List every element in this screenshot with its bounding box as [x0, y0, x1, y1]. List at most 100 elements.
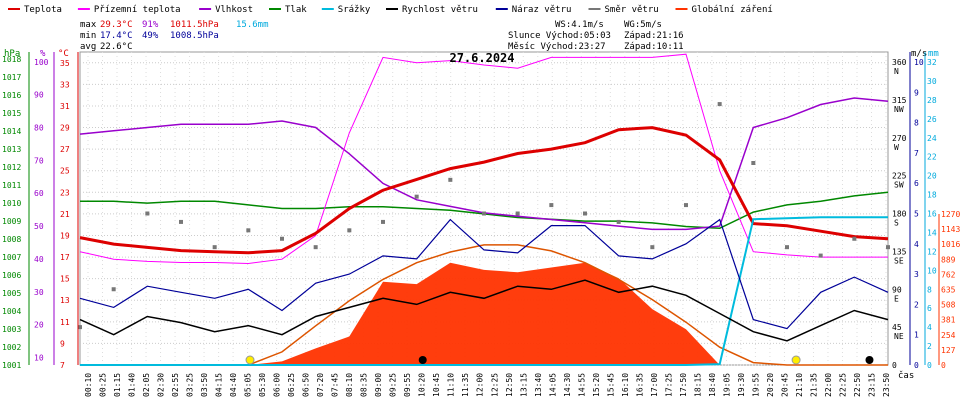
rain-tick-label: 10: [927, 266, 937, 275]
rain-tick-label: 8: [927, 285, 932, 294]
temp-tick-label: 19: [60, 231, 70, 240]
x-tick-label: 04:15: [215, 373, 224, 397]
wind-direction-point: [583, 211, 587, 216]
x-tick-label: 22:25: [838, 373, 847, 397]
legend-entry: Přízemní teplota: [94, 5, 181, 15]
dir-letter-label: SE: [894, 256, 904, 265]
dir-letter-label: W: [894, 143, 899, 152]
wind-direction-point: [684, 203, 688, 208]
wind-direction-point: [549, 203, 554, 208]
rain-tick-label: 28: [927, 96, 937, 105]
x-tick-label: 07:45: [331, 373, 340, 397]
x-tick-label: 13:40: [534, 373, 543, 397]
temp-tick-label: 9: [60, 339, 65, 348]
wind-direction-point: [212, 245, 217, 250]
wind-direction-point: [717, 102, 722, 107]
info-mesic-zapad: Západ:10:11: [624, 42, 684, 52]
dir-letter-label: N: [894, 67, 899, 76]
rain-tick-label: 12: [927, 247, 937, 256]
wind-direction-point: [751, 161, 756, 165]
temp-tick-label: 15: [60, 275, 70, 284]
x-tick-label: 08:35: [360, 373, 369, 397]
hpa-tick-label: 1007: [2, 253, 21, 262]
rain-tick-label: 4: [927, 323, 932, 332]
rad-tick-label: 0: [941, 361, 946, 370]
wind-tick-label: 1: [914, 331, 919, 340]
stat-avg-temp: 22.6°C: [100, 42, 133, 52]
wind-direction-point: [313, 245, 318, 250]
wind-tick-label: 8: [914, 119, 919, 128]
wind-direction-points: [78, 102, 890, 365]
x-tick-label: 02:30: [157, 373, 166, 397]
grid: [79, 51, 889, 366]
rain-tick-label: 22: [927, 153, 937, 162]
hpa-unit-label: hPa: [4, 49, 20, 59]
wind-direction-point: [414, 194, 419, 199]
dir-tick-label: 360: [892, 58, 907, 67]
hpa-tick-label: 1016: [2, 91, 21, 100]
hum-tick-label: 70: [34, 156, 44, 165]
rad-tick-label: 381: [941, 316, 956, 325]
temp-tick-label: 13: [60, 296, 70, 305]
hpa-tick-label: 1004: [2, 307, 21, 316]
dir-letter-label: NE: [894, 332, 904, 341]
hpa-tick-label: 1017: [2, 73, 21, 82]
dir-tick-label: 45: [892, 323, 902, 332]
x-tick-label: 06:50: [302, 373, 311, 397]
rain-tick-label: 18: [927, 191, 937, 200]
x-tick-label: 05:30: [258, 373, 267, 397]
x-tick-label: 15:45: [606, 373, 615, 397]
temp-tick-label: 35: [60, 59, 70, 68]
wind-direction-point: [785, 245, 789, 250]
hpa-tick-label: 1006: [2, 271, 21, 280]
x-tick-label: 09:00: [374, 373, 383, 397]
temp-tick-label: 29: [60, 124, 70, 133]
hpa-tick-label: 1002: [2, 343, 21, 352]
hum-tick-label: 100: [34, 58, 49, 67]
dir-unit-label: m/s: [911, 49, 927, 59]
hpa-tick-label: 1005: [2, 289, 21, 298]
x-tick-label: 22:00: [824, 373, 833, 397]
x-tick-label: 00:10: [84, 373, 93, 397]
legend-entry: Srážky: [338, 5, 371, 15]
rain-tick-label: 26: [927, 115, 937, 124]
hum-tick-label: 50: [34, 222, 44, 231]
temp-unit-label: °C: [58, 49, 69, 59]
wind-tick-label: 5: [914, 210, 919, 219]
x-tick-label: 18:40: [708, 373, 717, 397]
wind-direction-point: [650, 245, 655, 250]
hpa-tick-label: 1001: [2, 361, 21, 370]
rain-tick-label: 32: [927, 58, 937, 67]
temp-tick-label: 27: [60, 145, 70, 154]
stat-avg-label: avg: [80, 42, 96, 52]
wind-direction-point: [179, 219, 183, 224]
wind-direction-point: [482, 211, 486, 216]
hum-tick-label: 40: [34, 255, 44, 264]
temp-tick-label: 25: [60, 167, 70, 176]
rain-tick-label: 24: [927, 134, 937, 143]
x-tick-label: 02:05: [142, 373, 151, 397]
x-tick-label: 20:20: [766, 373, 775, 397]
legend-entry: Směr větru: [605, 5, 659, 15]
legend-entry: Globální záření: [692, 5, 773, 15]
legend: Teplota Přízemní teplota Vlhkost Tlak Srážky…: [8, 5, 773, 15]
dir-letter-label: NW: [894, 105, 904, 114]
x-tick-label: 06:25: [287, 373, 296, 397]
x-tick-label: 12:50: [505, 373, 514, 397]
hum-tick-label: 90: [34, 91, 44, 100]
temp-tick-label: 7: [60, 361, 65, 370]
hpa-tick-label: 1008: [2, 235, 21, 244]
hpa-tick-label: 1015: [2, 109, 21, 118]
hpa-tick-label: 1012: [2, 163, 21, 172]
x-tick-label: 19:30: [737, 373, 746, 397]
dir-tick-label: 0: [892, 361, 897, 370]
dir-tick-label: 90: [892, 285, 902, 294]
wind-tick-label: 10: [914, 58, 924, 67]
stat-max-press: 1011.5hPa: [170, 20, 219, 30]
hum-tick-label: 10: [34, 353, 44, 362]
temp-tick-label: 31: [60, 102, 70, 111]
x-tick-label: 12:25: [490, 373, 499, 397]
x-axis-label: čas: [898, 370, 914, 381]
